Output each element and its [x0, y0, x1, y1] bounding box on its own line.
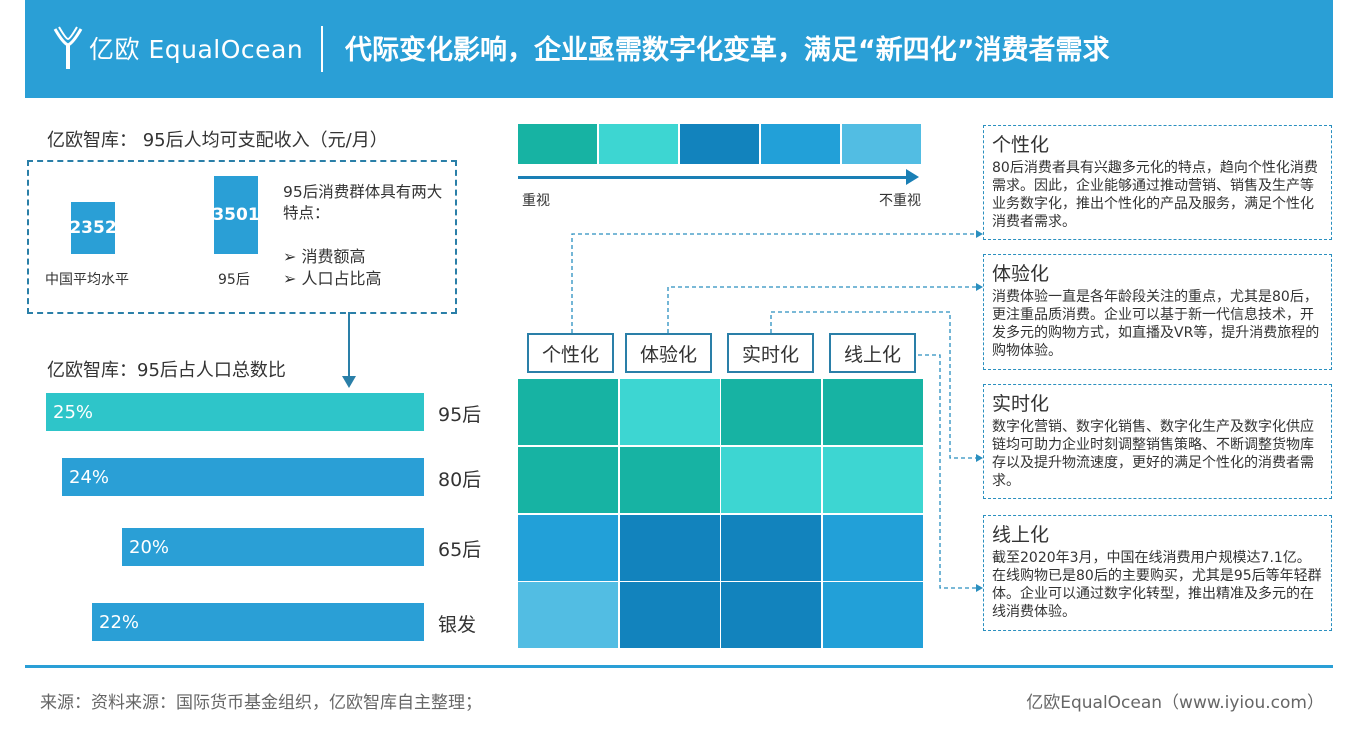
heatmap-cell: [823, 582, 923, 648]
income-point: ➢ 消费额高: [283, 247, 366, 266]
detail-body: 数字化营销、数字化销售、数字化生产及数字化供应链均可助力企业时刻调整销售策略、不…: [992, 419, 1314, 489]
scale-swatch: [599, 124, 678, 164]
down-arrow-icon: [342, 376, 356, 388]
population-bar: 25%: [46, 393, 424, 431]
scale-label-left: 重视: [522, 193, 550, 209]
scale-label-right: 不重视: [879, 193, 921, 209]
heatmap-column-personalization: 个性化: [527, 333, 614, 373]
equalocean-logo-icon: [53, 26, 83, 69]
header-banner: 亿欧 EqualOcean 代际变化影响，企业亟需数字化变革，满足“新四化”消费…: [25, 0, 1333, 98]
income-bar-label: 95后: [218, 272, 250, 288]
income-bar: 2352: [69, 202, 117, 254]
population-bar: 20%: [122, 528, 424, 566]
detail-body: 消费体验一直是各年龄段关注的重点，尤其是80后，更注重品质消费。企业可以基于新一…: [992, 289, 1320, 359]
footer-divider: [25, 665, 1333, 668]
heatmap-column-experience: 体验化: [625, 333, 712, 373]
source-note: 来源：资料来源：国际货币基金组织，亿欧智库自主整理；: [40, 693, 482, 713]
heatmap-cell: [620, 582, 720, 648]
heatmap-cell: [721, 379, 821, 445]
logo-text: 亿欧 EqualOcean: [89, 35, 304, 64]
population-bar: 24%: [62, 458, 424, 496]
heatmap-column-online: 线上化: [829, 333, 916, 373]
population-category-label: 银发: [438, 614, 477, 636]
income-description: 95后消费群体具有两大特点：: [283, 183, 443, 222]
heatmap-cell: [518, 515, 618, 581]
income-point: ➢ 人口占比高: [283, 269, 382, 288]
scale-swatch: [842, 124, 921, 164]
detail-title: 个性化: [992, 134, 1050, 156]
detail-title: 体验化: [992, 263, 1050, 285]
detail-box-online: 线上化 截至2020年3月，中国在线消费用户规模达7.1亿。在线购物已是80后的…: [983, 515, 1332, 631]
detail-body: 80后消费者具有兴趣多元化的特点，趋向个性化消费需求。因此，企业能够通过推动营销…: [992, 160, 1318, 230]
population-category-label: 95后: [438, 404, 482, 426]
heatmap-cell: [721, 582, 821, 648]
detail-body: 截至2020年3月，中国在线消费用户规模达7.1亿。在线购物已是80后的主要购买…: [992, 550, 1322, 620]
heatmap-cell: [620, 379, 720, 445]
heatmap-cell: [620, 515, 720, 581]
heatmap-cell: [721, 515, 821, 581]
heatmap-cell: [823, 515, 923, 581]
income-bar-label: 中国平均水平: [45, 272, 129, 288]
detail-title: 实时化: [992, 393, 1050, 415]
income-chart-title: 亿欧智库： 95后人均可支配收入（元/月）: [47, 130, 388, 151]
heatmap-cell: [721, 447, 821, 513]
scale-arrow-line: [518, 176, 910, 179]
heatmap-column-realtime: 实时化: [727, 333, 814, 373]
detail-box-personalization: 个性化 80后消费者具有兴趣多元化的特点，趋向个性化消费需求。因此，企业能够通过…: [983, 125, 1332, 240]
heatmap-cell: [518, 447, 618, 513]
population-bar: 22%: [92, 603, 424, 641]
detail-title: 线上化: [992, 524, 1050, 546]
detail-box-experience: 体验化 消费体验一直是各年龄段关注的重点，尤其是80后，更注重品质消费。企业可以…: [983, 254, 1332, 370]
logo: 亿欧 EqualOcean: [53, 22, 303, 74]
scale-arrow-icon: [906, 169, 919, 185]
heatmap-cell: [823, 379, 923, 445]
scale-swatch: [680, 124, 759, 164]
income-bar: 3501: [212, 176, 260, 254]
population-category-label: 80后: [438, 469, 482, 491]
down-arrow-line: [348, 312, 350, 380]
heatmap-cell: [518, 582, 618, 648]
header-divider: [321, 26, 323, 72]
population-category-label: 65后: [438, 539, 482, 561]
heatmap-cell: [823, 447, 923, 513]
income-box: [27, 160, 457, 314]
heatmap-cell: [620, 447, 720, 513]
scale-swatch: [761, 124, 840, 164]
population-chart-title: 亿欧智库：95后占人口总数比: [47, 360, 286, 381]
detail-box-realtime: 实时化 数字化营销、数字化销售、数字化生产及数字化供应链均可助力企业时刻调整销售…: [983, 384, 1332, 499]
footer-brand: 亿欧EqualOcean（www.iyiou.com）: [1026, 693, 1324, 713]
income-points: ➢ 消费额高 ➢ 人口占比高: [283, 246, 382, 290]
heatmap-cell: [518, 379, 618, 445]
scale-swatch: [518, 124, 597, 164]
page-title: 代际变化影响，企业亟需数字化变革，满足“新四化”消费者需求: [345, 35, 1110, 66]
